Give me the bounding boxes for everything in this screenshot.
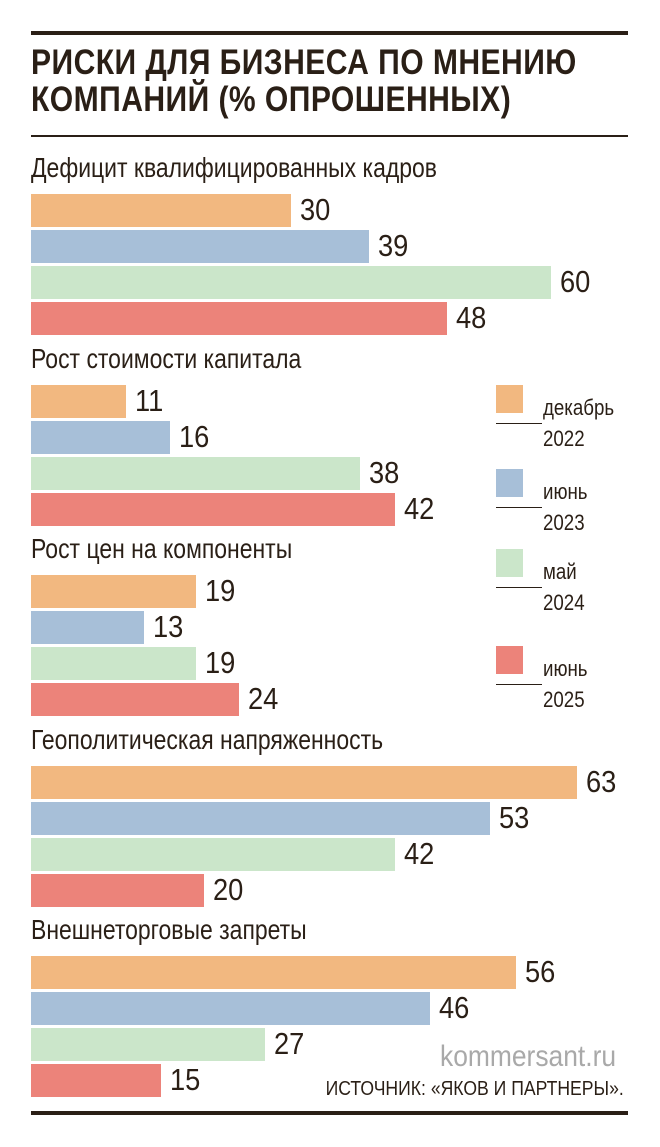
bar [31,575,196,608]
title-rule [31,135,628,137]
legend-label: июнь [543,656,588,681]
data-label: 20 [213,872,244,907]
category-label: Рост стоимости капитала [31,343,302,374]
category-label: Внешнеторговые запреты [31,914,307,945]
legend-label: 2022 [543,426,585,451]
legend-label: 2023 [543,510,585,535]
bar [31,956,517,989]
legend-line [496,507,542,508]
category-label: Рост цен на компоненты [31,533,293,564]
bar [31,421,170,454]
bar [31,385,127,418]
legend-line [496,684,542,685]
bar [31,766,577,799]
bar [31,266,551,299]
watermark: kommersant.ru [439,1040,616,1073]
data-label: 38 [369,455,400,490]
data-label: 27 [274,1026,305,1061]
bar [31,1028,265,1061]
bottom-rule [31,1111,628,1115]
source-note: ИСТОЧНИК: «ЯКОВ И ПАРТНЕРЫ». [325,1078,624,1100]
legend-label: 2024 [543,590,585,615]
bar [31,302,447,335]
data-label: 42 [404,491,435,526]
legend-line [496,423,542,424]
bar [31,683,239,716]
bar [31,611,144,644]
legend-label: июнь [543,479,588,504]
legend-line [496,587,542,588]
bar [31,802,491,835]
bar [31,457,361,490]
bar [31,874,205,907]
bar [31,493,395,526]
data-label: 15 [170,1062,201,1097]
legend-label: 2025 [543,687,585,712]
legend-swatch [496,646,523,674]
bar [31,230,369,263]
legend-swatch [496,469,523,497]
data-label: 48 [456,300,487,335]
data-label: 30 [300,192,331,227]
bar [31,838,395,871]
chart-title: РИСКИ ДЛЯ БИЗНЕСА ПО МНЕНИЮ КОМПАНИЙ (% … [31,43,577,119]
bar [31,1064,161,1097]
data-label: 24 [248,681,279,716]
legend-label: май [543,559,577,584]
legend-swatch [496,549,523,577]
data-label: 11 [135,383,164,418]
category-label: Геополитическая напряженность [31,724,384,755]
bar [31,647,196,680]
legend-label: декабрь [543,395,615,420]
data-label: 42 [404,836,435,871]
data-label: 13 [152,609,184,644]
data-label: 46 [438,990,470,1025]
category-label: Дефицит квалифицированных кадров [31,152,438,183]
bar [31,194,291,227]
bar [31,992,430,1025]
top-rule [31,31,628,35]
legend-swatch [496,385,523,413]
data-label: 19 [204,573,236,608]
data-label: 39 [378,228,409,263]
data-label: 19 [204,645,236,680]
data-label: 53 [499,800,530,835]
data-label: 16 [178,419,210,454]
data-label: 60 [560,264,591,299]
data-label: 63 [586,764,617,799]
data-label: 56 [525,954,556,989]
